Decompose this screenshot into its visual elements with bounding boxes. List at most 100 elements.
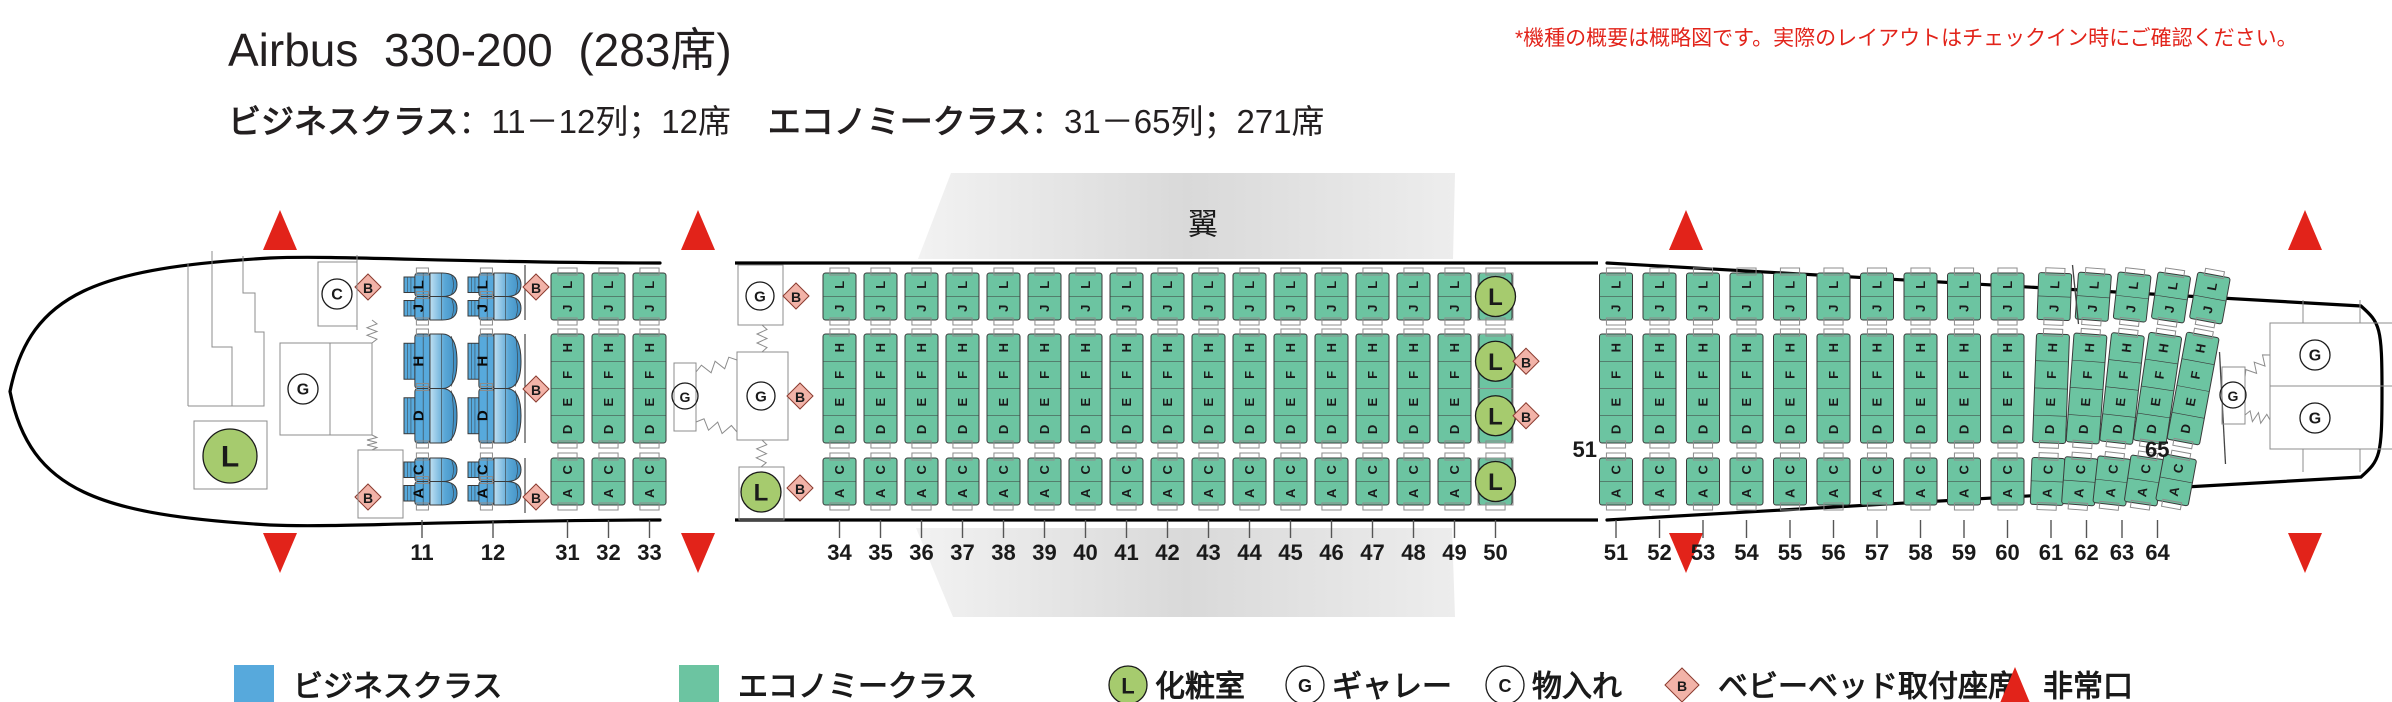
svg-text:C: C	[1242, 464, 1257, 474]
svg-text:E: E	[1283, 397, 1298, 406]
svg-text:D: D	[1201, 425, 1216, 434]
svg-text:45: 45	[1278, 540, 1302, 565]
svg-text:E: E	[1783, 397, 1798, 406]
svg-text:H: H	[1957, 343, 1972, 352]
svg-text:A: A	[1242, 488, 1257, 498]
svg-text:C: C	[1957, 464, 1972, 474]
svg-text:A: A	[601, 488, 616, 498]
svg-text:J: J	[1078, 305, 1093, 312]
svg-text:D: D	[2042, 424, 2057, 434]
svg-text:H: H	[1609, 343, 1624, 352]
svg-text:C: C	[2000, 464, 2015, 474]
svg-text:L: L	[2086, 280, 2102, 289]
svg-text:J: J	[1957, 305, 1972, 312]
svg-text:J: J	[642, 305, 657, 312]
svg-text:F: F	[1406, 371, 1421, 379]
svg-text:E: E	[1447, 397, 1462, 406]
svg-text:F: F	[1609, 371, 1624, 379]
svg-text:C: C	[873, 464, 888, 474]
svg-text:H: H	[1078, 343, 1093, 352]
svg-text:E: E	[1160, 397, 1175, 406]
svg-text:E: E	[560, 397, 575, 406]
svg-text:H: H	[1242, 343, 1257, 352]
svg-text:物入れ: 物入れ	[1532, 671, 1622, 702]
svg-text:J: J	[873, 305, 888, 312]
svg-text:F: F	[2080, 370, 2096, 379]
svg-text:H: H	[2119, 342, 2135, 353]
svg-text:C: C	[1406, 464, 1421, 474]
svg-text:A: A	[642, 488, 657, 498]
svg-text:A: A	[1652, 488, 1667, 498]
svg-text:64: 64	[2145, 540, 2170, 565]
svg-text:D: D	[1283, 425, 1298, 434]
svg-text:L: L	[410, 280, 427, 289]
svg-text:A: A	[1913, 488, 1928, 498]
svg-text:F: F	[1957, 371, 1972, 379]
svg-text:H: H	[560, 343, 575, 352]
svg-text:47: 47	[1360, 540, 1384, 565]
svg-text:H: H	[2045, 343, 2060, 353]
svg-text:C: C	[1609, 464, 1624, 474]
svg-text:L: L	[221, 441, 239, 474]
svg-text:D: D	[873, 425, 888, 434]
svg-text:55: 55	[1778, 540, 1802, 565]
svg-text:C: C	[1696, 464, 1711, 474]
svg-text:J: J	[1652, 305, 1667, 312]
svg-text:B: B	[795, 389, 805, 405]
svg-text:A: A	[914, 488, 929, 498]
svg-text:C: C	[1870, 464, 1885, 474]
svg-text:J: J	[832, 305, 847, 312]
svg-text:D: D	[1119, 425, 1134, 434]
svg-text:C: C	[1283, 464, 1298, 474]
svg-text:B: B	[1677, 678, 1687, 694]
svg-text:A: A	[1739, 488, 1754, 498]
svg-text:43: 43	[1196, 540, 1220, 565]
svg-text:J: J	[1870, 305, 1885, 312]
svg-text:J: J	[410, 304, 427, 312]
svg-text:J: J	[1201, 305, 1216, 312]
svg-text:60: 60	[1995, 540, 2019, 565]
svg-text:63: 63	[2110, 540, 2134, 565]
svg-text:H: H	[2000, 343, 2015, 352]
svg-text:E: E	[1365, 397, 1380, 406]
svg-text:54: 54	[1734, 540, 1759, 565]
svg-text:L: L	[1406, 281, 1421, 289]
svg-text:D: D	[1324, 425, 1339, 434]
svg-text:F: F	[560, 371, 575, 379]
svg-text:39: 39	[1032, 540, 1056, 565]
svg-text:D: D	[1037, 425, 1052, 434]
svg-text:D: D	[955, 425, 970, 434]
svg-text:46: 46	[1319, 540, 1343, 565]
svg-text:C: C	[996, 464, 1011, 474]
svg-text:D: D	[474, 410, 491, 421]
svg-text:D: D	[642, 425, 657, 434]
svg-text:F: F	[2000, 371, 2015, 379]
svg-text:J: J	[1119, 305, 1134, 312]
svg-text:D: D	[1078, 425, 1093, 434]
svg-text:A: A	[1609, 488, 1624, 498]
svg-text:J: J	[560, 305, 575, 312]
svg-text:翼: 翼	[1188, 209, 1218, 242]
svg-text:C: C	[1078, 464, 1093, 474]
svg-text:F: F	[1242, 371, 1257, 379]
svg-text:A: A	[1324, 488, 1339, 498]
svg-text:34: 34	[827, 540, 852, 565]
svg-text:L: L	[1913, 281, 1928, 289]
svg-text:E: E	[832, 397, 847, 406]
svg-text:J: J	[2000, 305, 2015, 312]
svg-text:C: C	[914, 464, 929, 474]
svg-text:L: L	[1283, 281, 1298, 289]
svg-text:49: 49	[1442, 540, 1466, 565]
svg-text:H: H	[1406, 343, 1421, 352]
svg-text:H: H	[1783, 343, 1798, 352]
svg-text:H: H	[955, 343, 970, 352]
svg-text:C: C	[1783, 464, 1798, 474]
svg-text:F: F	[1078, 371, 1093, 379]
svg-text:D: D	[560, 425, 575, 434]
svg-text:F: F	[1826, 371, 1841, 379]
svg-text:61: 61	[2039, 540, 2063, 565]
svg-text:F: F	[1160, 371, 1175, 379]
svg-text:J: J	[996, 305, 1011, 312]
svg-text:G: G	[2309, 411, 2321, 428]
svg-text:A: A	[832, 488, 847, 498]
